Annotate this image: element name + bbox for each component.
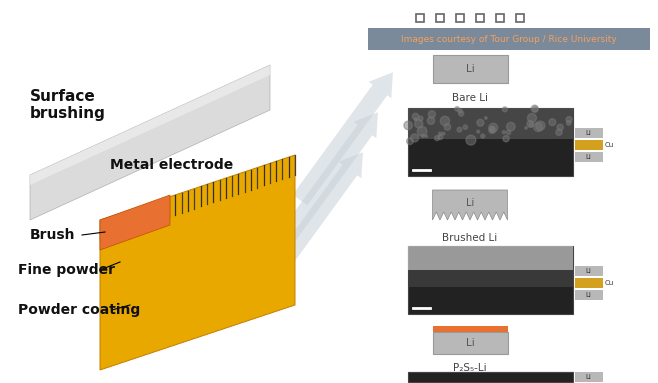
FancyBboxPatch shape [407, 270, 572, 287]
Circle shape [507, 122, 515, 131]
Circle shape [566, 116, 572, 123]
Polygon shape [30, 65, 270, 220]
FancyBboxPatch shape [574, 267, 603, 277]
Text: Li: Li [586, 154, 592, 160]
Text: P₂S₅-Li: P₂S₅-Li [453, 363, 487, 373]
Circle shape [477, 119, 484, 126]
FancyBboxPatch shape [432, 326, 507, 332]
FancyBboxPatch shape [432, 55, 507, 83]
Circle shape [490, 129, 494, 133]
Circle shape [417, 126, 427, 136]
Circle shape [556, 129, 562, 136]
Circle shape [557, 124, 563, 130]
Circle shape [407, 138, 413, 144]
Circle shape [531, 105, 538, 112]
Circle shape [466, 135, 476, 145]
Text: Li: Li [466, 338, 474, 348]
Circle shape [529, 123, 533, 127]
Text: Li: Li [466, 198, 474, 208]
FancyBboxPatch shape [407, 246, 572, 270]
Circle shape [527, 121, 534, 128]
Circle shape [502, 131, 505, 134]
Circle shape [549, 119, 556, 126]
Polygon shape [100, 195, 170, 250]
FancyBboxPatch shape [407, 372, 572, 382]
Text: Cu: Cu [605, 280, 614, 286]
Text: Cu: Cu [605, 142, 614, 148]
Circle shape [536, 121, 545, 130]
Circle shape [457, 127, 462, 132]
Circle shape [418, 116, 423, 121]
Circle shape [444, 124, 451, 130]
Circle shape [455, 106, 459, 111]
Text: Bare Li: Bare Li [452, 93, 488, 103]
Circle shape [532, 106, 538, 112]
Circle shape [425, 135, 428, 137]
Text: Li: Li [586, 374, 592, 380]
Circle shape [459, 111, 464, 116]
Circle shape [503, 136, 509, 142]
Circle shape [415, 119, 423, 128]
Circle shape [415, 118, 417, 121]
Circle shape [567, 121, 571, 125]
Circle shape [534, 123, 543, 132]
Circle shape [442, 132, 445, 135]
Text: Brush: Brush [30, 228, 76, 242]
Circle shape [421, 134, 424, 137]
FancyBboxPatch shape [574, 290, 603, 300]
Circle shape [458, 109, 463, 113]
Circle shape [507, 130, 511, 135]
Circle shape [490, 126, 494, 130]
Circle shape [477, 130, 480, 133]
Circle shape [525, 127, 527, 129]
FancyArrow shape [263, 152, 363, 285]
Text: Li: Li [586, 268, 592, 274]
Circle shape [463, 125, 468, 129]
FancyBboxPatch shape [574, 278, 603, 288]
Circle shape [427, 117, 435, 124]
Text: Images courtesy of Tour Group / Rice University: Images courtesy of Tour Group / Rice Uni… [401, 34, 617, 44]
Text: Metal electrode: Metal electrode [110, 158, 233, 172]
Circle shape [489, 123, 497, 132]
Text: Li: Li [586, 130, 592, 136]
Circle shape [428, 111, 436, 118]
FancyBboxPatch shape [407, 108, 572, 176]
Circle shape [503, 107, 507, 112]
Circle shape [438, 132, 442, 136]
Circle shape [434, 136, 440, 141]
FancyBboxPatch shape [407, 246, 572, 314]
Circle shape [485, 117, 487, 119]
Circle shape [528, 113, 536, 123]
Circle shape [438, 135, 443, 139]
Text: Brushed Li: Brushed Li [442, 233, 497, 243]
Circle shape [411, 134, 418, 142]
FancyArrow shape [293, 72, 393, 205]
FancyBboxPatch shape [432, 332, 507, 354]
Text: Surface
brushing: Surface brushing [30, 89, 106, 121]
FancyBboxPatch shape [574, 128, 603, 138]
FancyBboxPatch shape [574, 152, 603, 162]
Circle shape [481, 134, 485, 138]
Polygon shape [30, 65, 270, 185]
FancyArrow shape [278, 112, 378, 245]
Polygon shape [432, 190, 507, 220]
Circle shape [413, 113, 418, 119]
FancyBboxPatch shape [574, 372, 603, 382]
Text: Powder coating: Powder coating [18, 303, 140, 317]
Polygon shape [100, 155, 295, 370]
FancyBboxPatch shape [407, 108, 572, 139]
FancyBboxPatch shape [368, 28, 650, 50]
Circle shape [404, 121, 413, 130]
Text: Fine powder: Fine powder [18, 263, 115, 277]
Text: Li: Li [466, 64, 474, 74]
Text: Li: Li [586, 292, 592, 298]
Circle shape [440, 116, 449, 126]
Circle shape [489, 127, 495, 134]
FancyBboxPatch shape [574, 141, 603, 151]
